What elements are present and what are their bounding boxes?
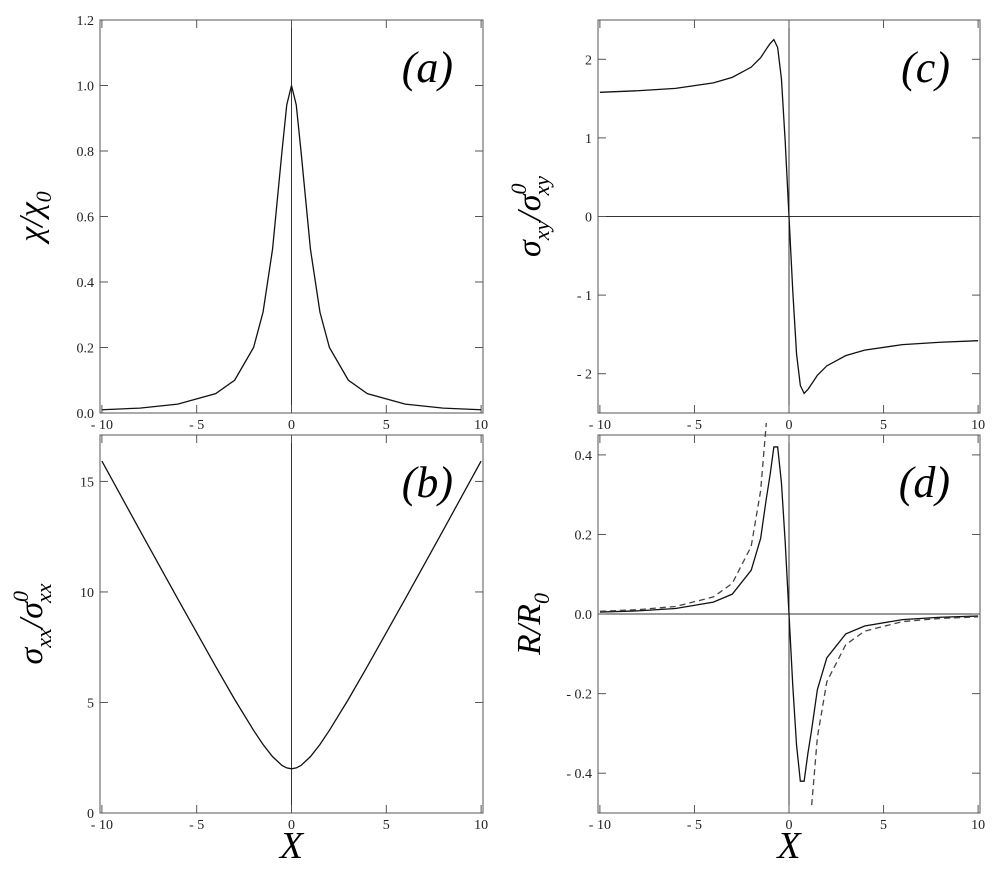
x-tick-label: 10 bbox=[971, 818, 985, 833]
y-tick-label: 0 bbox=[585, 211, 592, 226]
y-tick-label: 1.2 bbox=[77, 14, 95, 29]
panel: - 10- 5 0 5 10- 0.4- 0.20.00.20.4(d)R/R0X bbox=[511, 423, 985, 867]
x-tick-label: - 5 bbox=[189, 418, 204, 433]
x-tick-label: - 5 bbox=[687, 818, 702, 833]
y-label-part: σ bbox=[511, 239, 548, 257]
x-tick-label: - 10 bbox=[91, 418, 113, 433]
y-tick-label: - 2 bbox=[577, 368, 592, 383]
y-tick-label: 0.0 bbox=[575, 608, 593, 623]
y-label-part: /σ bbox=[13, 601, 50, 630]
data-line bbox=[101, 85, 482, 411]
y-tick-label: 2 bbox=[585, 53, 592, 68]
x-tick-label: - 10 bbox=[91, 818, 113, 833]
x-tick-label: 5 bbox=[383, 418, 390, 433]
y-axis-label: χ/χ0 bbox=[13, 191, 56, 244]
y-label-part: xx bbox=[31, 583, 56, 604]
y-tick-label: 0.8 bbox=[77, 145, 95, 160]
y-tick-label: 0 bbox=[87, 807, 94, 822]
y-label-part: 0 bbox=[506, 184, 531, 195]
y-axis-label: R/R0 bbox=[511, 593, 554, 656]
y-label-part: 0 bbox=[529, 593, 554, 604]
y-tick-label: 0.2 bbox=[575, 528, 593, 543]
y-label-part: R/R bbox=[511, 604, 548, 656]
x-tick-label: 5 bbox=[880, 418, 887, 433]
x-tick-label: 10 bbox=[971, 418, 985, 433]
y-label-part: /σ bbox=[511, 193, 548, 222]
y-tick-label: - 1 bbox=[577, 289, 592, 304]
y-tick-label: 0.4 bbox=[77, 276, 95, 291]
y-tick-label: - 0.2 bbox=[566, 688, 592, 703]
y-tick-label: 10 bbox=[80, 586, 94, 601]
x-tick-label: - 5 bbox=[189, 818, 204, 833]
x-tick-label: - 5 bbox=[687, 418, 702, 433]
data-line bbox=[599, 38, 979, 395]
y-tick-label: 0.0 bbox=[77, 407, 95, 422]
x-axis-label: X bbox=[278, 825, 305, 867]
y-tick-label: 0.4 bbox=[575, 449, 593, 464]
x-axis-label: X bbox=[775, 825, 802, 867]
x-tick-label: - 10 bbox=[589, 418, 611, 433]
x-tick-label: 0 bbox=[288, 418, 295, 433]
y-tick-label: 15 bbox=[80, 475, 94, 490]
x-tick-label: 5 bbox=[383, 818, 390, 833]
y-label-part: 0 bbox=[31, 191, 56, 202]
y-label-part: σ bbox=[13, 647, 50, 665]
panel: - 10- 5 0 5 100.00.20.40.60.81.01.2(a)χ/χ0 bbox=[13, 14, 488, 433]
y-tick-label: 5 bbox=[87, 696, 94, 711]
x-tick-label: 0 bbox=[288, 818, 295, 833]
y-axis-label: σxy/σ0xy bbox=[506, 176, 554, 257]
x-tick-label: 5 bbox=[880, 818, 887, 833]
panel-label: (c) bbox=[901, 43, 950, 92]
panel-label: (d) bbox=[899, 458, 950, 507]
y-label-part: xx bbox=[31, 628, 56, 649]
y-label-part: χ/χ bbox=[13, 201, 50, 244]
y-axis-label: σxx/σ0xx bbox=[8, 583, 56, 664]
x-tick-label: 10 bbox=[474, 818, 488, 833]
y-label-part: 0 bbox=[8, 591, 33, 602]
x-tick-label: - 10 bbox=[589, 818, 611, 833]
data-line bbox=[599, 446, 979, 782]
y-label-part: xy bbox=[529, 176, 554, 197]
x-tick-label: 0 bbox=[786, 418, 793, 433]
y-label-part: xy bbox=[529, 220, 554, 241]
data-line bbox=[101, 460, 482, 770]
panel-label: (b) bbox=[402, 458, 453, 507]
x-tick-label: 10 bbox=[474, 418, 488, 433]
x-tick-label: 0 bbox=[786, 818, 793, 833]
y-tick-label: 0.6 bbox=[77, 211, 95, 226]
data-line bbox=[599, 423, 767, 612]
y-tick-label: 0.2 bbox=[77, 342, 95, 357]
y-tick-label: 1.0 bbox=[77, 80, 95, 95]
y-tick-label: - 0.4 bbox=[566, 767, 592, 782]
y-tick-label: 1 bbox=[585, 132, 592, 147]
panel-label: (a) bbox=[402, 43, 453, 92]
